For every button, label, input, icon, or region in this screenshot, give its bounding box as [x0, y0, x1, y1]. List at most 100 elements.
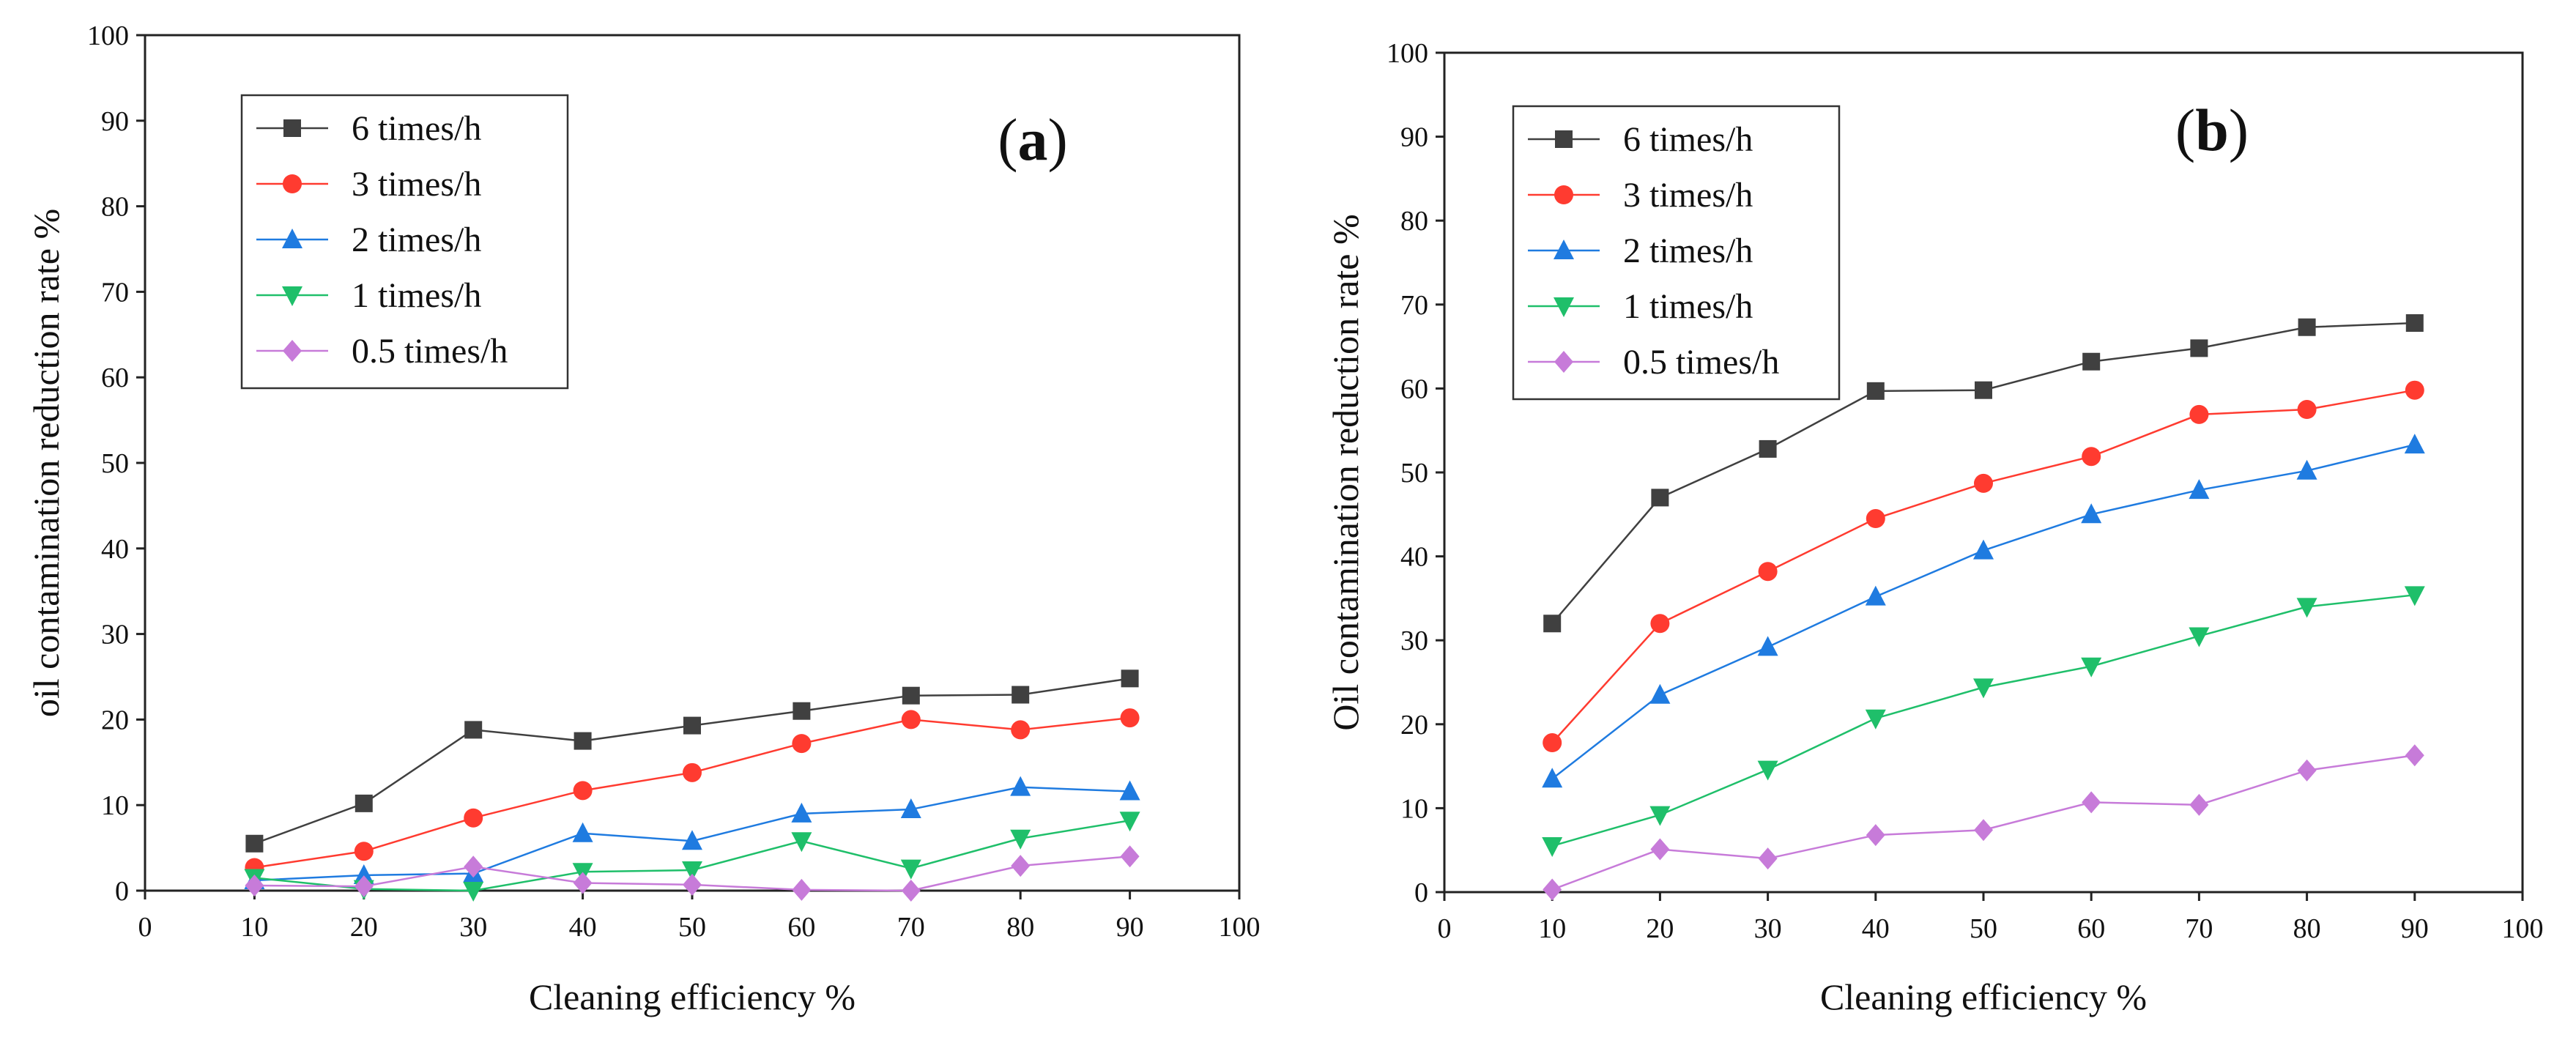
panel-b: 0 10 20 30 40 50 60 70 80 90 100 0 10 20 30 40 50 60 70 80 9…	[1325, 38, 2544, 1017]
panel-a-y-tick-label-100: 100	[87, 21, 129, 51]
panel-b-series-0-5-times-h	[1543, 744, 2424, 901]
panel-a-label: (a)	[998, 106, 1068, 173]
panel-b-series-2-times-h	[1542, 434, 2425, 788]
panel-a-legend-1-times-h-marker	[282, 286, 302, 306]
panel-b-series-0-5-times-h-point-90	[2405, 744, 2424, 767]
panel-a-series-0-5-times-h-point-90	[1120, 845, 1140, 868]
panel-a-series-2-times-h-point-70	[900, 798, 921, 819]
panel-a-y-tick-label-40: 40	[101, 534, 129, 565]
panel-a-legend-3-times-h-label: 3 times/h	[352, 165, 481, 204]
panel-b-series-1-times-h-point-80	[2296, 598, 2317, 618]
panel-a-x-tick-label-0: 0	[138, 912, 152, 943]
panel-a-series-0-5-times-h-point-60	[792, 878, 812, 901]
panel-b-x-axis-title: Cleaning efficiency %	[1820, 976, 2147, 1017]
panel-b-y-tick-label-100: 100	[1387, 38, 1428, 69]
panel-a-x-tick-label-40: 40	[569, 912, 597, 943]
panel-b-series-3-times-h-point-10	[1543, 733, 1562, 753]
panel-b-series-6-times-h-point-50	[1975, 381, 1992, 399]
panel-b-series-0-5-times-h-point-50	[1974, 819, 1993, 842]
panel-a-series-0-5-times-h	[245, 845, 1140, 902]
panel-b-legend: 6 times/h 3 times/h 2 times/h 1 times/h 0.5 …	[1512, 105, 1841, 401]
panel-a-y-tick-label-70: 70	[101, 277, 129, 308]
panel-b-series-3-times-h	[1543, 380, 2424, 753]
panel-a-series-1-times-h-point-80	[1010, 829, 1031, 850]
panel-b-series-2-times-h-point-50	[1973, 539, 1994, 560]
panel-b-series-3-times-h-point-50	[1974, 473, 1993, 493]
panel-b-series-3-times-h-point-90	[2405, 380, 2424, 400]
panel-a-legend-3-times-h-marker	[283, 174, 302, 193]
panel-a-series-2-times-h-point-90	[1119, 780, 1140, 801]
panel-b-y-tick-label-20: 20	[1400, 710, 1428, 741]
panel-a-series-6-times-h-point-30	[464, 721, 483, 739]
panel-b-series-3-times-h-point-20	[1650, 614, 1670, 634]
panel-a-series-3-times-h	[245, 708, 1140, 877]
panel-b-x-tick-label-100: 100	[2502, 913, 2544, 944]
panel-a-x-tick-label-70: 70	[897, 912, 925, 943]
panel-b-series-6-times-h-point-30	[1759, 439, 1777, 458]
panel-a-y-tick-label-30: 30	[101, 620, 129, 650]
panel-a-series-6-times-h-point-90	[1121, 669, 1139, 688]
panel-b-series-0-5-times-h-point-40	[1866, 824, 1885, 847]
panel-a-series-3-times-h-point-90	[1120, 708, 1140, 728]
panel-b-y-tick-label-0: 0	[1414, 877, 1428, 908]
panel-a-series-6-times-h-point-70	[902, 686, 920, 705]
panel-b-series-0-5-times-h-point-60	[2082, 791, 2101, 814]
panel-a-x-tick-label-100: 100	[1219, 912, 1261, 943]
panel-a-series-0-5-times-h-point-10	[245, 874, 264, 897]
panel-b-series-1-times-h-point-50	[1973, 678, 1994, 699]
panel-b-series-1-times-h-point-60	[2081, 657, 2102, 678]
panel-a-series-6-times-h-point-80	[1012, 686, 1030, 704]
panel-b-x-tick-label-30: 30	[1754, 913, 1782, 944]
panel-a-series-6-times-h-point-10	[245, 834, 264, 853]
panel-b-series-1-times-h-point-90	[2404, 586, 2425, 606]
panel-b-series-3-times-h-point-60	[2082, 447, 2101, 467]
panel-a-y-tick-label-50: 50	[101, 448, 129, 479]
panel-b-x-tick-label-80: 80	[2293, 913, 2321, 944]
panel-a-x-tick-label-80: 80	[1006, 912, 1034, 943]
panel-a-series-2-times-h-point-60	[791, 802, 812, 823]
panel-a-series-3-times-h-point-60	[792, 734, 812, 754]
panel-a-legend-0-5-times-h-label: 0.5 times/h	[352, 332, 508, 371]
panel-b-y-tick-label-90: 90	[1400, 122, 1428, 153]
panel-b-legend-3-times-h-label: 3 times/h	[1623, 176, 1753, 215]
panel-b-series-2-times-h-point-30	[1757, 636, 1778, 656]
panel-a-legend-6-times-h-marker	[283, 119, 301, 137]
panel-a-series-3-times-h-point-80	[1011, 720, 1031, 740]
panel-b-series-1-times-h-point-70	[2189, 627, 2210, 647]
panel-b-y-tick-label-80: 80	[1400, 206, 1428, 237]
panel-a-label-close-paren: )	[1048, 106, 1068, 173]
panel-b-series-2-times-h-point-70	[2189, 479, 2210, 500]
panel-b-series-3-times-h-point-40	[1866, 509, 1885, 529]
panel-b-series-0-5-times-h-point-20	[1650, 838, 1670, 861]
panel-a-series-6-times-h-point-40	[574, 732, 592, 750]
panel-b-y-tick-label-60: 60	[1400, 374, 1428, 404]
panel-b-series-2-times-h-point-20	[1649, 683, 1671, 704]
panel-b-x-tick-label-90: 90	[2401, 913, 2429, 944]
panel-a-y-tick-label-80: 80	[101, 192, 129, 223]
panel-a-series-0-5-times-h-point-50	[683, 873, 702, 896]
panel-a-y-tick-label-60: 60	[101, 363, 129, 393]
panel-b-legend-6-times-h-label: 6 times/h	[1623, 120, 1753, 159]
panel-b-series-3-times-h-point-70	[2189, 404, 2209, 424]
panel-b-series-0-5-times-h-point-10	[1543, 878, 1562, 901]
panel-b-series-0-5-times-h-point-70	[2189, 793, 2209, 816]
panel-b-series-2-times-h-point-80	[2296, 459, 2317, 480]
panel-b-series-6-times-h-point-70	[2190, 339, 2208, 357]
panel-b-y-axis-title: Oil contamination reduction rate %	[1325, 214, 1366, 730]
panel-a-series-2-times-h-point-40	[572, 822, 593, 842]
panel-b-x-tick-label-50: 50	[1970, 913, 1997, 944]
panel-b-series-6-times-h-point-90	[2405, 314, 2424, 333]
panel-a-series-6-times-h-line	[253, 678, 1130, 845]
panel-a: 0 10 20 30 40 50 60 70 80 90 100 0 10 20 30 40 50 60 70 80 9…	[26, 21, 1261, 1017]
panel-a-x-tick-label-20: 20	[350, 912, 378, 943]
panel-b-series-6-times-h-point-10	[1543, 615, 1562, 633]
panel-b-x-tick-label-40: 40	[1862, 913, 1890, 944]
panel-a-label-open-paren: (	[998, 106, 1017, 173]
panel-b-series-1-times-h	[1542, 586, 2425, 857]
panel-a-series-3-times-h-point-40	[573, 781, 593, 801]
panel-a-series-1-times-h-point-70	[900, 859, 921, 880]
panel-a-x-tick-label-50: 50	[678, 912, 706, 943]
panel-b-legend-2-times-h-marker	[1554, 240, 1574, 259]
panel-a-y-axis-title: oil contamination reduction rate %	[26, 209, 67, 717]
panel-a-series-1-times-h-point-90	[1119, 812, 1140, 832]
